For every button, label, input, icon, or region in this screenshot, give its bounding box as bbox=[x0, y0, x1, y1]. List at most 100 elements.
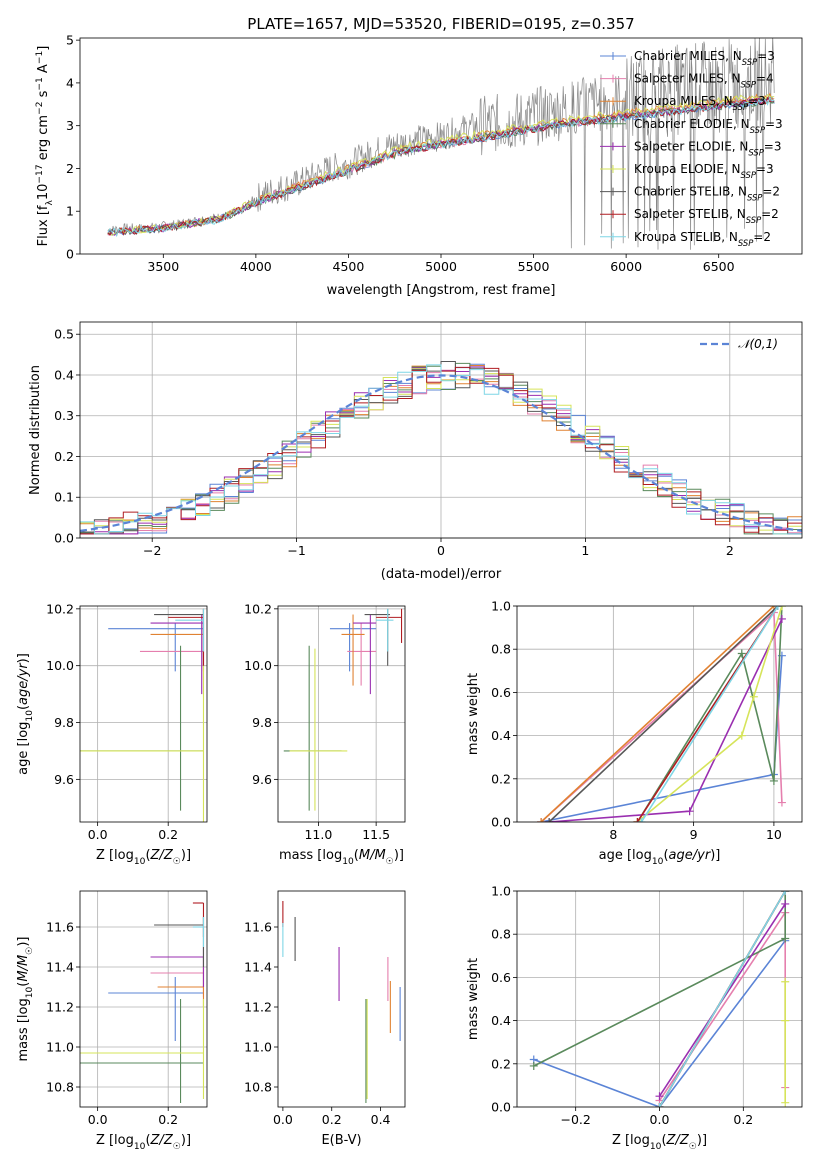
y-tick-label: 10.0 bbox=[244, 658, 272, 673]
y-tick-label: 11.2 bbox=[46, 1000, 74, 1015]
axes-frame bbox=[516, 605, 803, 823]
weight-marker bbox=[781, 1098, 790, 1107]
weight-marker bbox=[545, 818, 554, 822]
y-tick-label: 10.8 bbox=[244, 1080, 272, 1095]
spectrum-panel-plot-area bbox=[107, 38, 775, 250]
y-tick-label: 10.0 bbox=[46, 658, 74, 673]
model-line-salpeter-miles bbox=[107, 95, 775, 236]
weight-marker bbox=[655, 1103, 664, 1107]
axes-frame bbox=[79, 321, 803, 539]
weight-marker bbox=[637, 818, 646, 822]
x-tick-label: 6500 bbox=[703, 259, 735, 274]
y-axis-label: age [log10(age/yr)] bbox=[16, 653, 35, 775]
x-tick-label: 0.0 bbox=[273, 1112, 293, 1127]
weight-line-chabrier-miles bbox=[533, 940, 786, 1107]
x-tick-label: −0.2 bbox=[560, 1112, 590, 1127]
y-axis-label: mass weight bbox=[466, 673, 481, 755]
y-tick-label: 0.6 bbox=[491, 970, 511, 985]
x-tick-label: 5000 bbox=[425, 259, 457, 274]
axes-frame bbox=[79, 605, 208, 823]
y-tick-label: 1 bbox=[66, 204, 74, 219]
legend-label: Salpeter STELIB, NSSP=2 bbox=[634, 207, 779, 225]
model-line-salpeter-elodie bbox=[107, 95, 775, 236]
y-tick-label: 0.4 bbox=[54, 367, 74, 382]
x-tick-label: 0.4 bbox=[371, 1112, 391, 1127]
weight-marker bbox=[529, 1061, 538, 1070]
x-tick-label: −2 bbox=[143, 543, 161, 558]
weight-line-chabrier-elodie bbox=[636, 606, 783, 822]
y-tick-label: 0.2 bbox=[491, 1056, 511, 1071]
y-tick-label: 0.3 bbox=[54, 408, 74, 423]
weight-marker bbox=[781, 891, 790, 895]
x-tick-label: 4500 bbox=[333, 259, 365, 274]
axes-frame bbox=[277, 605, 406, 823]
x-tick-label: 3500 bbox=[147, 259, 179, 274]
weight-marker bbox=[781, 899, 790, 908]
legend-label: Kroupa ELODIE, NSSP=3 bbox=[634, 162, 774, 180]
y-tick-label: 0.0 bbox=[54, 531, 74, 546]
x-tick-label: 5500 bbox=[518, 259, 550, 274]
weight-marker bbox=[781, 934, 790, 943]
model-line-kroupa-stelib bbox=[107, 96, 775, 238]
y-tick-label: 11.2 bbox=[244, 1000, 272, 1015]
legend-label: 𝒩(0,1) bbox=[738, 337, 778, 351]
x-axis-label: (data-model)/error bbox=[381, 567, 502, 582]
age-vs-metallicity-panel: 0.0 0.2 9.6 9.8 10.0 10.2 bbox=[46, 601, 208, 842]
x-tick-label: 10 bbox=[766, 827, 782, 842]
x-tick-label: −1 bbox=[287, 543, 305, 558]
y-axis-label: Flux [fλ10−17 erg cm−2 s−1 A−1] bbox=[35, 46, 55, 247]
y-tick-label: 0.8 bbox=[491, 642, 511, 657]
weight-line-kroupa-stelib bbox=[640, 606, 779, 822]
legend-label: Chabrier STELIB, NSSP=2 bbox=[634, 185, 780, 203]
weight-marker bbox=[769, 606, 778, 610]
y-tick-label: 9.6 bbox=[252, 772, 272, 787]
x-tick-label: 8 bbox=[609, 827, 617, 842]
y-tick-label: 0.4 bbox=[491, 728, 511, 743]
y-tick-label: 4 bbox=[66, 75, 74, 90]
weight-marker bbox=[777, 798, 786, 807]
x-axis-label: mass [log10(M/M☉)] bbox=[279, 848, 404, 867]
y-tick-label: 11.6 bbox=[46, 920, 74, 935]
chart-title: PLATE=1657, MJD=53520, FIBERID=0195, z=0… bbox=[247, 15, 634, 33]
x-axis-label: Z [log10(Z/Z☉)] bbox=[612, 1133, 707, 1152]
x-tick-label: 6000 bbox=[610, 259, 642, 274]
legend-label: Salpeter ELODIE, NSSP=3 bbox=[634, 139, 782, 157]
y-tick-label: 5 bbox=[66, 33, 74, 48]
y-tick-label: 9.8 bbox=[54, 715, 74, 730]
weight-marker bbox=[685, 807, 694, 816]
y-tick-label: 0.1 bbox=[54, 490, 74, 505]
y-tick-label: 10.2 bbox=[244, 601, 272, 616]
y-tick-label: 2 bbox=[66, 161, 74, 176]
weight-marker bbox=[781, 977, 790, 986]
weight-marker bbox=[737, 731, 746, 740]
y-tick-label: 10.2 bbox=[46, 601, 74, 616]
weight-line-kroupa-elodie bbox=[636, 606, 783, 822]
weight-marker bbox=[633, 818, 642, 822]
weight-line-kroupa-stelib bbox=[658, 891, 786, 1107]
y-tick-label: 0.2 bbox=[491, 771, 511, 786]
model-line-kroupa-elodie bbox=[107, 94, 775, 237]
y-tick-label: 11.0 bbox=[244, 1040, 272, 1055]
x-tick-label: 0.2 bbox=[158, 827, 178, 842]
y-tick-label: 0.0 bbox=[491, 1100, 511, 1115]
age-vs-mass-panel-plot-area bbox=[283, 608, 403, 811]
x-axis-label: wavelength [Angstrom, rest frame] bbox=[327, 283, 556, 298]
weight-line-kroupa-miles bbox=[540, 606, 775, 822]
y-tick-label: 0.0 bbox=[491, 815, 511, 830]
y-tick-label: 0.2 bbox=[54, 449, 74, 464]
age-vs-mass-panel: 11.0 11.5 9.6 9.8 10.0 10.2 bbox=[244, 601, 406, 842]
y-tick-label: 1.0 bbox=[491, 599, 511, 614]
y-tick-label: 0.8 bbox=[491, 927, 511, 942]
x-tick-label: 0.0 bbox=[650, 1112, 670, 1127]
weight-line-salpeter-miles bbox=[658, 909, 787, 1101]
x-tick-label: 0.0 bbox=[88, 1112, 108, 1127]
weight-marker bbox=[777, 614, 786, 623]
mass-weight-vs-age-panel: 8 9 10 0.0 0.2 0.4 0.6 0.8 1.0 bbox=[491, 599, 803, 842]
weight-marker bbox=[537, 818, 546, 822]
y-axis-label: mass [log10(M/M☉)] bbox=[16, 937, 35, 1062]
x-tick-label: 0.2 bbox=[733, 1112, 753, 1127]
legend-label: Chabrier ELODIE, NSSP=3 bbox=[634, 117, 783, 135]
legend: Chabrier MILES, NSSP=3 Salpeter MILES, NS… bbox=[600, 49, 783, 248]
normal-curve bbox=[80, 374, 802, 532]
